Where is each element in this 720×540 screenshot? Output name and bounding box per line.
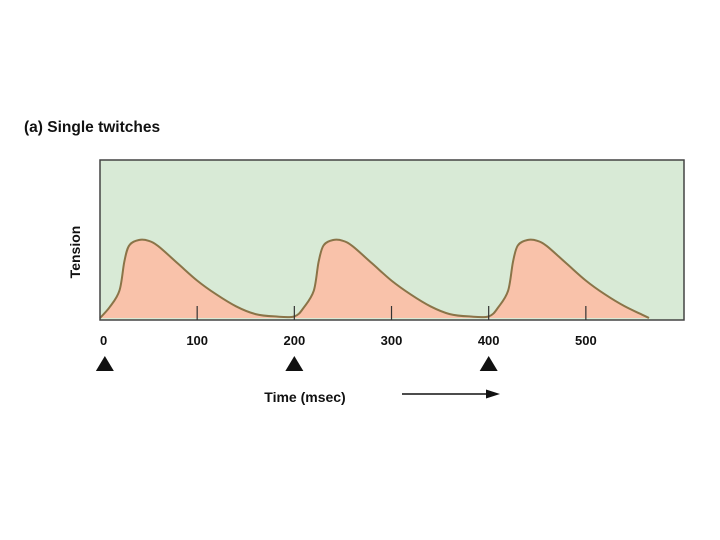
x-axis-ticks — [196, 306, 587, 320]
x-tick-label-100: 100 — [186, 333, 208, 348]
x-tick-label-500: 500 — [575, 333, 597, 348]
x-axis-label: Time (msec) — [264, 389, 345, 405]
stimulus-marker — [285, 356, 304, 371]
x-tick-label-300: 300 — [381, 333, 403, 348]
x-tick-label-200: 200 — [283, 333, 305, 348]
y-axis-label: Tension — [67, 226, 83, 279]
x-tick-label-400: 400 — [478, 333, 500, 348]
x-axis-tick-labels: 0 100 200 300 400 500 — [100, 333, 597, 348]
stimulus-markers — [95, 356, 498, 371]
time-arrow — [402, 389, 500, 399]
stimulus-marker — [479, 356, 498, 371]
time-arrow-head — [486, 389, 500, 399]
x-tick-label-0: 0 — [100, 333, 107, 348]
tension-curve — [99, 238, 650, 319]
chart-title: (a) Single twitches — [24, 119, 161, 136]
stimulus-marker — [95, 356, 114, 371]
tension-area — [100, 239, 649, 318]
